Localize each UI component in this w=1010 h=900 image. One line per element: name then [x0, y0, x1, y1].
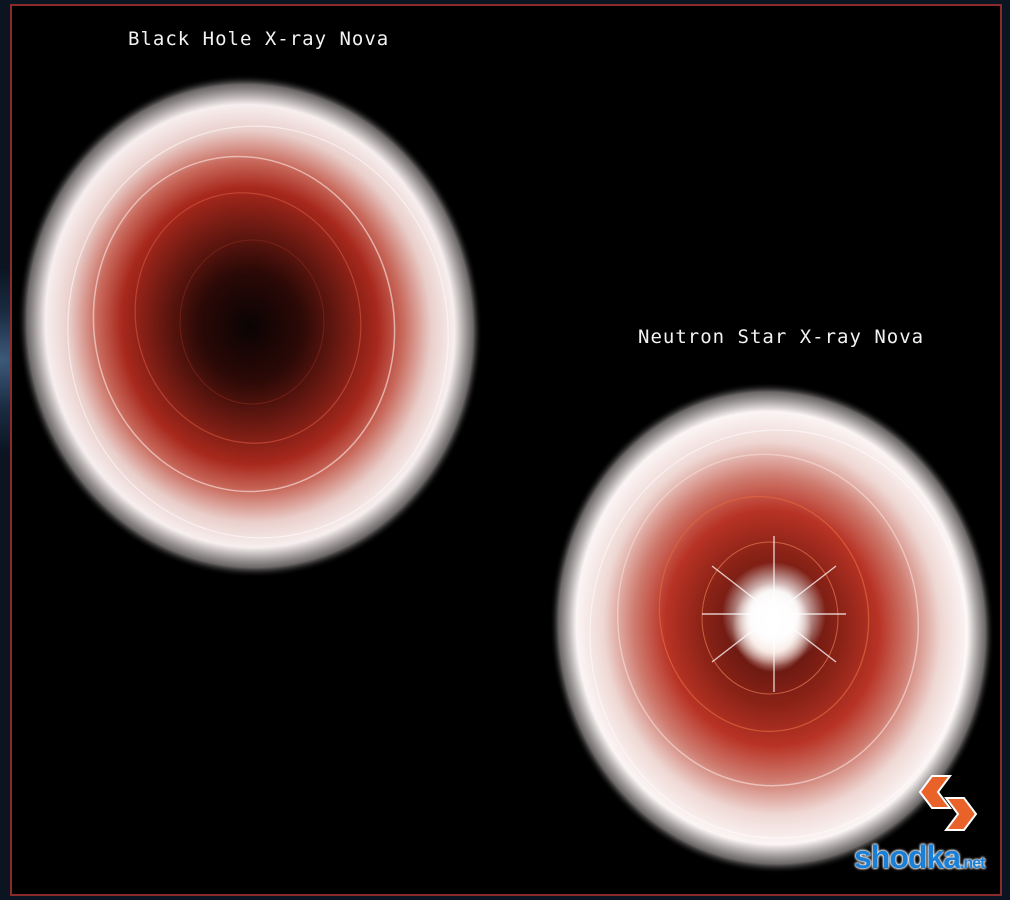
- black-hole-label: Black Hole X-ray Nova: [128, 28, 390, 50]
- illustration-panel: Black Hole X-ray Nova Neutron Star X-ray…: [10, 4, 1002, 896]
- star-flare: [702, 536, 846, 692]
- neutron-star-label: Neutron Star X-ray Nova: [638, 326, 925, 348]
- logo-wordmark: shodka.net: [854, 839, 986, 875]
- shodka-logo: shodka.net: [854, 770, 986, 880]
- chevron-arrow-icon: [918, 775, 978, 831]
- black-hole-disk: [17, 74, 483, 578]
- accretion-disks-illustration: [17, 74, 995, 874]
- neutron-star-disk: [549, 382, 995, 874]
